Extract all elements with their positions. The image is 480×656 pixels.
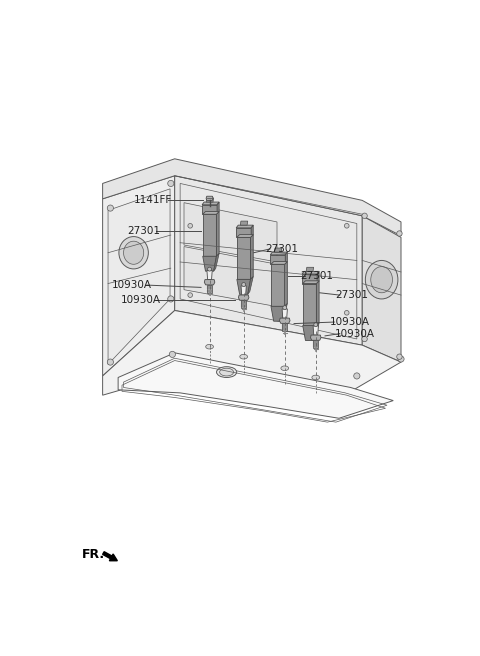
Polygon shape (317, 272, 319, 283)
Ellipse shape (312, 375, 320, 380)
Polygon shape (202, 202, 219, 205)
Polygon shape (236, 228, 251, 237)
Circle shape (107, 205, 113, 211)
Polygon shape (206, 198, 214, 202)
Polygon shape (237, 279, 251, 295)
Polygon shape (203, 215, 216, 256)
Circle shape (398, 356, 404, 362)
Polygon shape (217, 202, 219, 215)
Polygon shape (184, 247, 277, 306)
Polygon shape (237, 235, 253, 237)
Circle shape (168, 180, 174, 186)
Polygon shape (271, 262, 288, 264)
Polygon shape (303, 281, 319, 283)
Polygon shape (271, 264, 285, 306)
Polygon shape (303, 283, 316, 325)
Ellipse shape (119, 237, 148, 269)
Polygon shape (306, 267, 313, 272)
Text: 10930A: 10930A (121, 295, 161, 306)
Polygon shape (303, 325, 316, 340)
Polygon shape (206, 196, 213, 200)
Ellipse shape (371, 266, 393, 293)
Polygon shape (270, 255, 285, 264)
Polygon shape (214, 253, 219, 271)
FancyArrow shape (103, 552, 117, 561)
Polygon shape (103, 159, 401, 236)
Circle shape (207, 267, 212, 271)
Polygon shape (207, 270, 212, 279)
Polygon shape (285, 252, 288, 264)
Circle shape (362, 213, 367, 218)
Ellipse shape (220, 368, 234, 376)
Polygon shape (248, 277, 253, 295)
Polygon shape (204, 279, 215, 285)
Polygon shape (279, 318, 290, 323)
Bar (241, 300, 246, 308)
Circle shape (168, 296, 174, 302)
Polygon shape (203, 211, 219, 215)
Text: 27301: 27301 (300, 271, 333, 281)
Text: FR.: FR. (82, 548, 105, 561)
Ellipse shape (281, 366, 288, 371)
Bar (282, 323, 288, 331)
Polygon shape (216, 211, 219, 256)
Circle shape (345, 224, 349, 228)
Circle shape (188, 224, 192, 228)
Ellipse shape (206, 344, 214, 349)
Polygon shape (251, 225, 253, 237)
Ellipse shape (216, 367, 237, 377)
Polygon shape (311, 335, 321, 340)
Ellipse shape (365, 260, 398, 299)
Polygon shape (239, 295, 249, 300)
Polygon shape (313, 323, 319, 340)
Polygon shape (203, 256, 216, 271)
Ellipse shape (240, 354, 248, 359)
Circle shape (397, 354, 402, 359)
Text: 10930A: 10930A (330, 317, 370, 327)
Bar (207, 285, 212, 293)
Text: 10930A: 10930A (111, 280, 152, 290)
Polygon shape (184, 203, 277, 262)
Circle shape (188, 293, 192, 297)
Polygon shape (236, 225, 253, 228)
Text: 10930A: 10930A (335, 329, 375, 338)
Polygon shape (282, 304, 288, 321)
Polygon shape (108, 189, 170, 364)
Circle shape (283, 306, 287, 310)
Polygon shape (175, 176, 362, 345)
Polygon shape (302, 272, 319, 274)
Polygon shape (285, 262, 288, 306)
Text: 27301: 27301 (128, 226, 161, 236)
Polygon shape (302, 274, 317, 283)
Polygon shape (103, 176, 175, 376)
Circle shape (362, 337, 367, 342)
Text: 27301: 27301 (335, 290, 368, 300)
Text: 1141FF: 1141FF (134, 195, 172, 205)
Circle shape (314, 323, 318, 327)
Text: 27301: 27301 (265, 244, 299, 254)
Polygon shape (118, 353, 393, 419)
Circle shape (169, 352, 176, 358)
Polygon shape (271, 306, 285, 321)
Polygon shape (240, 221, 248, 225)
Circle shape (107, 359, 113, 365)
Circle shape (397, 231, 402, 236)
Circle shape (242, 283, 246, 287)
Polygon shape (275, 248, 282, 252)
Polygon shape (270, 252, 288, 255)
Bar (313, 340, 318, 348)
Polygon shape (251, 235, 253, 279)
Polygon shape (282, 309, 288, 318)
Polygon shape (241, 286, 246, 295)
Polygon shape (237, 237, 251, 279)
Polygon shape (202, 205, 217, 215)
Polygon shape (362, 216, 401, 362)
Polygon shape (316, 281, 319, 325)
Ellipse shape (123, 241, 144, 264)
Polygon shape (180, 184, 357, 339)
Circle shape (345, 310, 349, 315)
Circle shape (354, 373, 360, 379)
Polygon shape (313, 326, 318, 335)
Polygon shape (103, 310, 401, 403)
